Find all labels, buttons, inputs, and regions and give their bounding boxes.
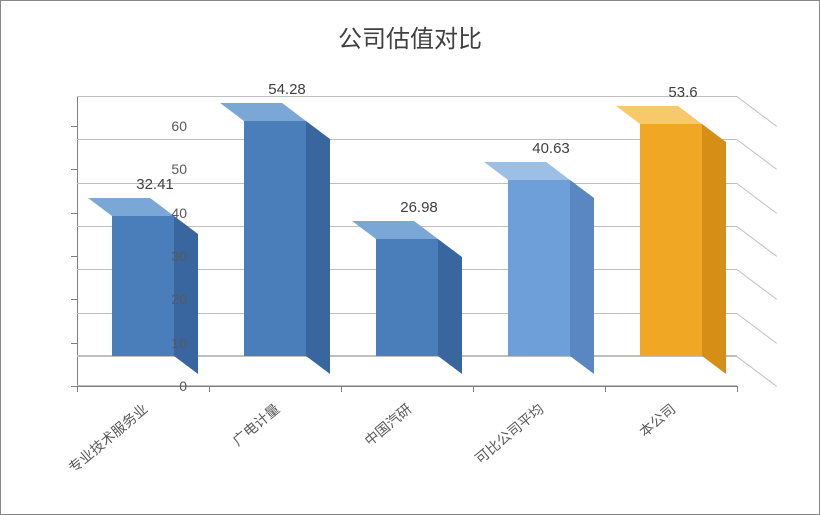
gridline-side (736, 269, 777, 300)
y-tick-label: 10 (137, 335, 187, 351)
y-tick-label: 30 (137, 248, 187, 264)
gridline-side (736, 139, 777, 170)
bar (376, 239, 438, 356)
y-tick (71, 169, 77, 170)
bar (640, 124, 702, 356)
data-label: 54.28 (268, 81, 306, 98)
gridline (77, 183, 737, 184)
y-tick-label: 40 (137, 205, 187, 221)
y-tick (71, 343, 77, 344)
x-tick-label: 专业技术服务业 (64, 399, 152, 477)
gridline (77, 96, 737, 97)
y-tick-label: 60 (137, 118, 187, 134)
chart-title: 公司估值对比 (1, 19, 819, 54)
y-tick (71, 256, 77, 257)
bar (244, 121, 306, 356)
data-label: 26.98 (400, 199, 438, 216)
data-label: 32.41 (136, 176, 174, 193)
gridline-side (736, 96, 777, 127)
x-tick-label: 广电计量 (228, 399, 284, 450)
gridline-side (736, 226, 777, 257)
x-tick (77, 386, 78, 392)
gridline-side (736, 313, 777, 344)
gridline-side (736, 183, 777, 214)
y-tick-label: 0 (137, 378, 187, 394)
x-tick (473, 386, 474, 392)
x-tick (209, 386, 210, 392)
x-tick-label: 中国汽研 (360, 399, 416, 450)
x-tick-label: 本公司 (635, 399, 680, 441)
bar (508, 180, 570, 356)
gridline (77, 139, 737, 140)
x-tick (737, 386, 738, 392)
y-tick (71, 299, 77, 300)
data-label: 53.6 (668, 84, 697, 101)
x-tick-label: 可比公司平均 (471, 399, 548, 468)
data-label: 40.63 (532, 140, 570, 157)
x-tick (341, 386, 342, 392)
y-tick (71, 213, 77, 214)
y-tick (71, 126, 77, 127)
chart-container: 公司估值对比 010203040506032.41专业技术服务业54.28广电计… (0, 0, 820, 515)
x-tick (605, 386, 606, 392)
y-tick-label: 20 (137, 291, 187, 307)
